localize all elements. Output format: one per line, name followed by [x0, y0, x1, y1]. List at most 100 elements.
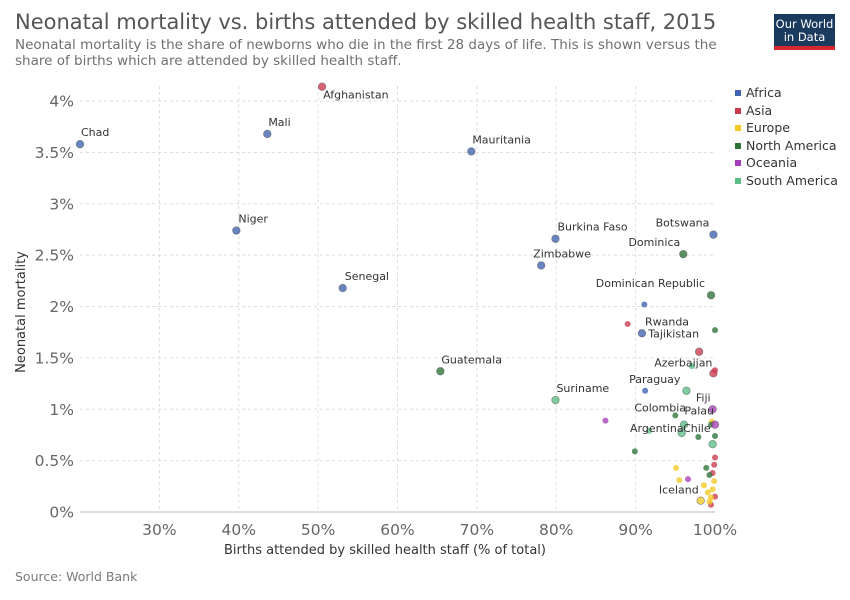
point-africa[interactable]: [641, 301, 648, 308]
point-europe[interactable]: [676, 477, 683, 484]
y-tick-label: 2%: [49, 298, 74, 316]
legend-item-north-america[interactable]: North America: [735, 137, 838, 155]
point-north-america[interactable]: [706, 472, 713, 479]
point-palau[interactable]: [710, 420, 720, 429]
y-tick-label: 3.5%: [35, 144, 74, 162]
logo-line-1: Our World: [775, 17, 834, 31]
grid-lines: [80, 86, 715, 512]
point-guatemala[interactable]: [436, 367, 445, 376]
label-chad: Chad: [81, 126, 109, 139]
point-mali[interactable]: [263, 129, 272, 139]
legend-swatch: [735, 160, 741, 167]
point-paraguay[interactable]: [682, 386, 691, 395]
y-tick-label: 0.5%: [35, 452, 74, 470]
point-labels: Chad Mali Mauritania Niger Burkina Faso Zimba…: [81, 89, 714, 497]
legend-swatch: [735, 107, 741, 114]
point-europe[interactable]: [709, 486, 716, 493]
point-chad[interactable]: [75, 140, 85, 149]
point-africa[interactable]: [642, 387, 649, 394]
x-tick-label: 90%: [618, 521, 652, 539]
point-botswana[interactable]: [709, 230, 718, 239]
point-asia[interactable]: [711, 461, 718, 468]
point-south-america[interactable]: [688, 363, 695, 370]
owid-logo[interactable]: Our World in Data: [774, 14, 835, 50]
label-rwanda: Rwanda: [645, 315, 689, 328]
source-note: Source: World Bank: [15, 569, 138, 584]
y-tick-label: 0%: [49, 504, 74, 522]
x-tick-label: 50%: [301, 521, 335, 539]
point-europe[interactable]: [673, 464, 680, 471]
label-guatemala: Guatemala: [441, 353, 502, 366]
x-tick-label: 40%: [222, 521, 256, 539]
legend-item-oceania[interactable]: Oceania: [735, 154, 838, 172]
point-argentina[interactable]: [677, 428, 686, 438]
label-iceland: Iceland: [659, 484, 699, 497]
point-europe[interactable]: [704, 489, 711, 496]
chart-subtitle: Neonatal mortality is the share of newbo…: [15, 37, 717, 69]
data-points[interactable]: [75, 82, 720, 508]
legend-label: Asia: [746, 102, 773, 118]
point-colombia[interactable]: [679, 420, 689, 429]
point-niger[interactable]: [232, 226, 241, 235]
label-botswana: Botswana: [656, 217, 710, 230]
point-north-america[interactable]: [631, 448, 638, 455]
label-chile: Chile: [683, 422, 711, 435]
legend-label: Europe: [746, 120, 790, 136]
x-tick-label: 70%: [460, 521, 494, 539]
point-fiji[interactable]: [708, 405, 717, 414]
legend-item-south-america[interactable]: South America: [735, 172, 838, 190]
label-palau: Palau: [684, 405, 714, 418]
legend-item-africa[interactable]: Africa: [735, 84, 838, 102]
y-tick-label: 2.5%: [35, 247, 74, 265]
x-tick-label: 80%: [539, 521, 573, 539]
legend-label: North America: [746, 137, 837, 153]
legend-label: South America: [746, 172, 838, 188]
point-iceland[interactable]: [696, 496, 705, 505]
point-europe[interactable]: [700, 482, 707, 489]
point-asia[interactable]: [712, 367, 718, 374]
point-tajikistan[interactable]: [694, 347, 704, 356]
legend-swatch: [735, 142, 741, 149]
point-dominica[interactable]: [679, 249, 688, 259]
point-oceania[interactable]: [685, 476, 692, 483]
point-south-america[interactable]: [646, 427, 653, 434]
label-mali: Mali: [268, 116, 290, 129]
point-chile[interactable]: [708, 439, 717, 449]
label-paraguay: Paraguay: [629, 373, 681, 386]
label-mauritania: Mauritania: [472, 133, 531, 146]
point-north-america[interactable]: [712, 327, 718, 334]
legend-item-europe[interactable]: Europe: [735, 119, 838, 137]
point-europe[interactable]: [711, 478, 718, 485]
point-afghanistan[interactable]: [317, 82, 327, 91]
point-suriname[interactable]: [551, 395, 560, 405]
label-azerbaijan: Azerbaijan: [654, 356, 712, 369]
point-north-america[interactable]: [703, 464, 710, 471]
x-tick-label: 30%: [142, 521, 176, 539]
point-north-america[interactable]: [695, 434, 702, 441]
chart-title: Neonatal mortality vs. births attended b…: [15, 10, 717, 34]
y-tick-label: 3%: [49, 195, 74, 213]
point-north-america[interactable]: [672, 412, 679, 419]
label-colombia: Colombia: [634, 402, 686, 415]
label-fiji: Fiji: [696, 391, 711, 404]
point-rwanda[interactable]: [637, 329, 647, 338]
chart-legend: Africa Asia Europe North America Oceania Sout…: [735, 84, 838, 190]
point-senegal[interactable]: [338, 283, 347, 293]
point-oceania[interactable]: [602, 417, 609, 424]
y-tick-label: 4%: [49, 93, 74, 111]
point-mauritania[interactable]: [467, 147, 476, 156]
y-tick-label: 1.5%: [35, 349, 74, 367]
point-asia[interactable]: [624, 321, 631, 328]
point-dominican-republic[interactable]: [706, 291, 716, 300]
legend-swatch: [735, 177, 741, 184]
point-zimbabwe[interactable]: [536, 261, 546, 270]
x-axis-label: Births attended by skilled health staff …: [224, 543, 546, 558]
point-europe[interactable]: [706, 498, 713, 505]
logo-line-2: in Data: [783, 29, 826, 44]
legend-item-asia[interactable]: Asia: [735, 102, 838, 120]
point-north-america[interactable]: [712, 432, 718, 439]
point-burkina-faso[interactable]: [551, 234, 560, 243]
label-tajikistan: Tajikistan: [647, 328, 699, 341]
point-asia[interactable]: [712, 454, 718, 461]
